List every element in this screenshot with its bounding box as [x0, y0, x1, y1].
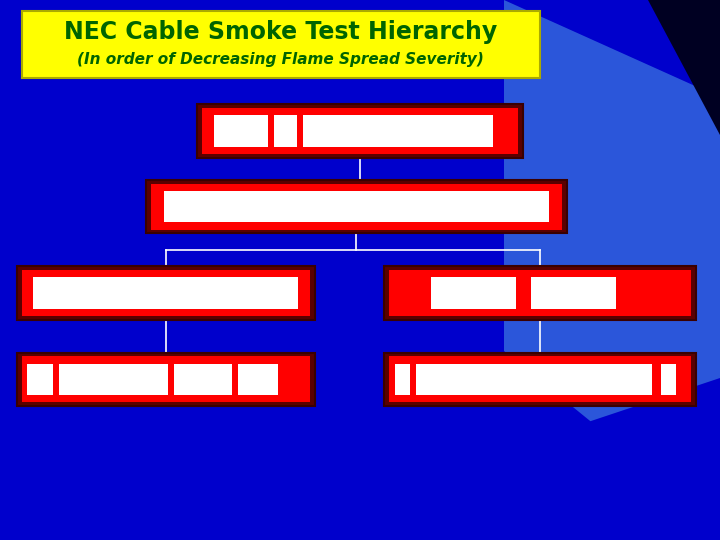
Bar — [27, 364, 53, 395]
Bar — [33, 278, 298, 308]
Bar — [389, 356, 691, 402]
Bar — [17, 353, 315, 406]
Bar — [17, 266, 315, 320]
Bar — [22, 270, 310, 316]
Bar — [151, 184, 562, 230]
Polygon shape — [504, 0, 720, 421]
Polygon shape — [648, 0, 720, 135]
Bar — [274, 116, 297, 146]
Text: NEC Cable Smoke Test Hierarchy: NEC Cable Smoke Test Hierarchy — [64, 21, 498, 44]
Bar — [163, 191, 549, 222]
Bar — [531, 278, 616, 308]
Bar — [431, 278, 516, 308]
Bar — [384, 266, 696, 320]
Bar — [395, 364, 410, 395]
Bar — [238, 364, 278, 395]
Bar — [202, 108, 518, 154]
Bar — [174, 364, 232, 395]
Bar — [197, 104, 523, 158]
Bar — [384, 353, 696, 406]
Bar — [22, 356, 310, 402]
Bar — [59, 364, 168, 395]
Bar — [215, 116, 268, 146]
Text: (In order of Decreasing Flame Spread Severity): (In order of Decreasing Flame Spread Sev… — [77, 52, 485, 67]
Bar — [146, 180, 567, 233]
Bar — [303, 116, 493, 146]
Bar — [661, 364, 676, 395]
Bar — [416, 364, 652, 395]
Bar — [22, 11, 540, 78]
Bar — [389, 270, 691, 316]
